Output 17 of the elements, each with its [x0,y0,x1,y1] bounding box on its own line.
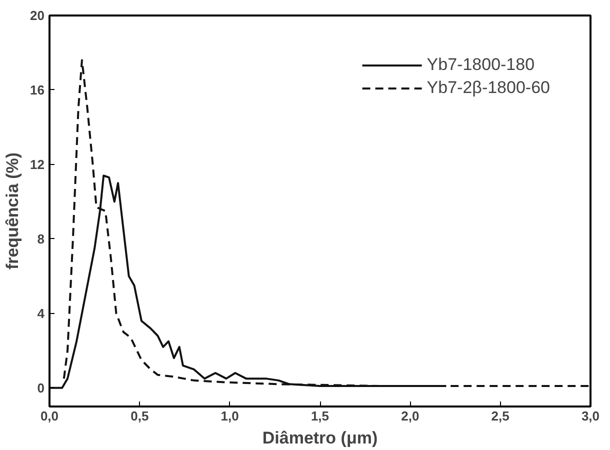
x-tick-label: 1,5 [310,408,330,424]
x-tick-label: 0,5 [130,408,149,424]
y-tick-label: 16 [30,82,45,98]
x-tick-label: 2,5 [491,408,510,424]
y-tick-label: 4 [37,306,46,321]
x-axis-title: Diâmetro (μm) [262,428,378,448]
y-tick-label: 8 [37,231,45,246]
x-tick-label: 3,0 [581,408,600,424]
y-tick-label: 0 [37,380,45,396]
legend-label: Yb7-2β-1800-60 [426,78,550,98]
y-axis-title: frequência (%) [3,152,22,270]
x-tick-label: 1,0 [220,408,239,424]
x-tick-label: 0,0 [40,408,59,424]
y-tick-label: 12 [30,156,45,172]
legend-label: Yb7-1800-180 [426,55,535,75]
x-tick-label: 2,0 [401,408,420,424]
y-tick-label: 20 [30,8,45,23]
